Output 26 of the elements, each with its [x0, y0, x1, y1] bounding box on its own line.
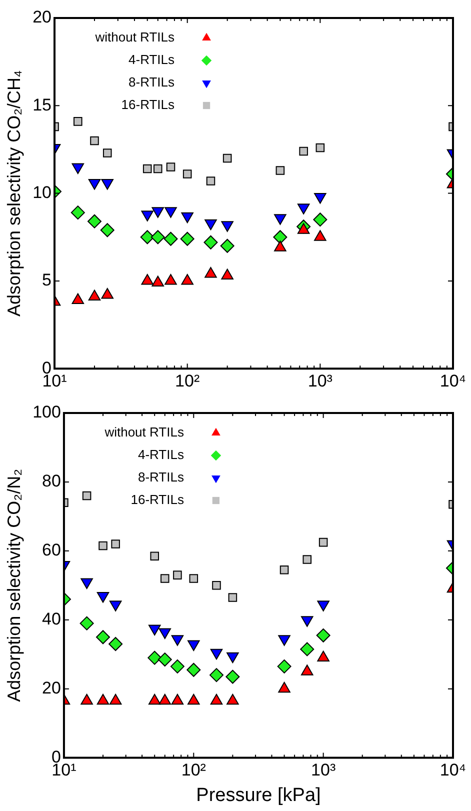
legend-label: 16-RTILs	[130, 492, 184, 508]
legend-label: 8-RTILs	[128, 74, 176, 90]
y-tick-label: 20	[42, 678, 61, 698]
y-tick-label: 100	[32, 402, 61, 422]
y-axis-title: Adsorption selectivity CO₂/N₂	[4, 468, 24, 702]
legend-label: 8-RTILs	[138, 470, 184, 485]
y-tick-label: 80	[42, 472, 61, 491]
y-tick-label: 10	[32, 182, 52, 202]
y-axis-title: Adsorption selectivity CO₂/CH₄	[4, 70, 24, 317]
legend-label: without RTILs	[94, 30, 175, 45]
legend-label: 4-RTILs	[128, 52, 176, 68]
legend-label: 16-RTILs	[121, 97, 175, 112]
y-tick-label: 5	[42, 270, 52, 290]
x-tick-label: 10⁴	[440, 371, 466, 390]
y-tick-label: 40	[42, 610, 61, 629]
y-tick-label: 20	[32, 8, 52, 27]
legend-label: without RTILs	[104, 424, 184, 440]
y-tick-label: 15	[32, 95, 52, 114]
x-tick-label: 10³	[311, 760, 336, 780]
x-tick-label: 10³	[308, 371, 333, 390]
y-tick-label: 60	[42, 540, 61, 560]
x-tick-label: 10²	[181, 760, 206, 780]
legend-label: 4-RTILs	[138, 447, 184, 462]
x-tick-label: 10⁴	[440, 760, 466, 780]
x-tick-label: 10²	[175, 371, 200, 390]
x-axis-title: Pressure [kPa]	[196, 784, 321, 806]
